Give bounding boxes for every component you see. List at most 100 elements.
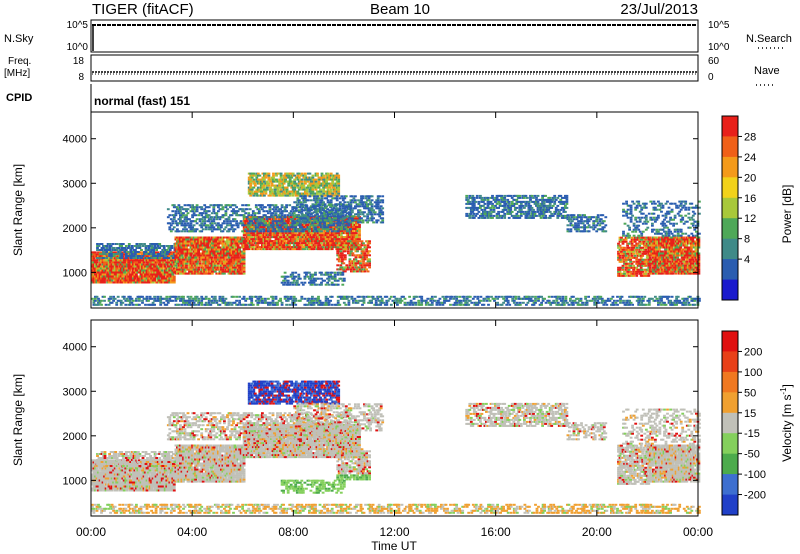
heatmap-cell [269, 194, 272, 197]
heatmap-cell [128, 277, 132, 280]
heatmap-cell [138, 245, 142, 247]
heatmap-cell [180, 270, 184, 273]
heatmap-cell [138, 247, 142, 249]
heatmap-cell [356, 248, 359, 251]
heatmap-cell [297, 273, 301, 276]
heatmap-cell [322, 217, 325, 220]
heatmap-cell [343, 254, 347, 257]
heatmap-cell [210, 222, 214, 225]
heatmap-cell [197, 272, 200, 275]
heatmap-cell [150, 261, 153, 264]
heatmap-cell [112, 253, 116, 255]
heatmap-cell [176, 238, 179, 241]
heatmap-cell [183, 260, 187, 263]
heatmap-cell [174, 238, 178, 241]
heatmap-cell [136, 267, 140, 270]
heatmap-cell [152, 249, 155, 251]
heatmap-cell [347, 230, 351, 233]
heatmap-cell [176, 254, 179, 257]
heatmap-cell [141, 269, 144, 272]
heatmap-cell [112, 281, 115, 284]
heatmap-cell [283, 208, 287, 211]
heatmap-cell [180, 262, 184, 265]
heatmap-cell [97, 245, 101, 247]
heatmap-cell [160, 267, 164, 270]
heatmap-cell [337, 186, 341, 189]
heatmap-cell [159, 265, 163, 268]
heatmap-cell [183, 240, 187, 243]
freq-tick-bottom: 8 [78, 72, 84, 83]
heatmap-cell [159, 281, 163, 284]
heatmap-cell [118, 273, 122, 276]
heatmap-cell [250, 228, 254, 231]
heatmap-cell [179, 264, 182, 267]
heatmap-cell [194, 260, 197, 263]
heatmap-cell [250, 190, 254, 193]
heatmap-cell [171, 279, 175, 282]
heatmap-cell [139, 271, 143, 274]
heatmap-cell [172, 218, 176, 221]
heatmap-cell [135, 279, 138, 282]
heatmap-cell [168, 261, 172, 264]
heatmap-cell [338, 205, 342, 208]
heatmap-cell [107, 265, 111, 268]
heatmap-cell [183, 266, 187, 269]
heatmap-cell [364, 219, 368, 222]
heatmap-cell [370, 219, 374, 222]
heatmap-cell [197, 240, 200, 243]
heatmap-cell [166, 273, 170, 276]
heatmap-cell [118, 259, 122, 262]
heatmap-cell [366, 217, 369, 220]
heatmap-cell [183, 264, 187, 267]
heatmap-cell [100, 247, 104, 249]
heatmap-cell [157, 281, 161, 284]
heatmap-cell [180, 222, 184, 225]
heatmap-cell [279, 222, 282, 225]
heatmap-cell [179, 268, 182, 271]
heatmap-cell [144, 251, 148, 253]
heatmap-cell [130, 279, 134, 282]
heatmap-cell [213, 264, 217, 267]
heatmap-cell [340, 266, 344, 269]
heatmap-cell [337, 217, 341, 220]
heatmap-cell [362, 242, 365, 245]
heatmap-cell [155, 255, 158, 257]
heatmap-cell [106, 253, 109, 256]
heatmap-cell [194, 254, 197, 257]
heatmap-cell [253, 240, 257, 243]
heatmap-cell [136, 275, 140, 278]
heatmap-cell [307, 213, 310, 216]
heatmap-cell [104, 265, 108, 268]
heatmap-cell [174, 250, 178, 253]
heatmap-cell [354, 264, 358, 267]
heatmap-cell [381, 221, 385, 224]
heatmap-cell [183, 242, 187, 245]
heatmap-cell [171, 251, 175, 254]
heatmap-cell [359, 260, 362, 263]
heatmap-cell [291, 271, 295, 274]
heatmap-cell [256, 226, 260, 229]
heatmap-cell [98, 261, 102, 264]
heatmap-cell [132, 275, 135, 278]
heatmap-cell [358, 205, 362, 208]
heatmap-cell [132, 271, 135, 274]
heatmap-cell [141, 259, 144, 262]
heatmap-cell [128, 261, 132, 264]
heatmap-cell [138, 269, 141, 272]
heatmap-cell [195, 204, 199, 207]
heatmap-cell [150, 267, 153, 270]
heatmap-cell [137, 257, 140, 259]
heatmap-cell [149, 251, 152, 253]
heatmap-cell [191, 236, 194, 239]
heatmap-cell [104, 259, 108, 262]
heatmap-cell [162, 257, 166, 259]
heatmap-cell [204, 236, 208, 239]
heatmap-cell [158, 247, 162, 249]
heatmap-cell [148, 265, 152, 268]
heatmap-cell [229, 222, 232, 225]
heatmap-cell [179, 248, 182, 251]
heatmap-cell [329, 236, 332, 239]
heatmap-cell [138, 257, 142, 259]
heatmap-cell [154, 271, 158, 274]
